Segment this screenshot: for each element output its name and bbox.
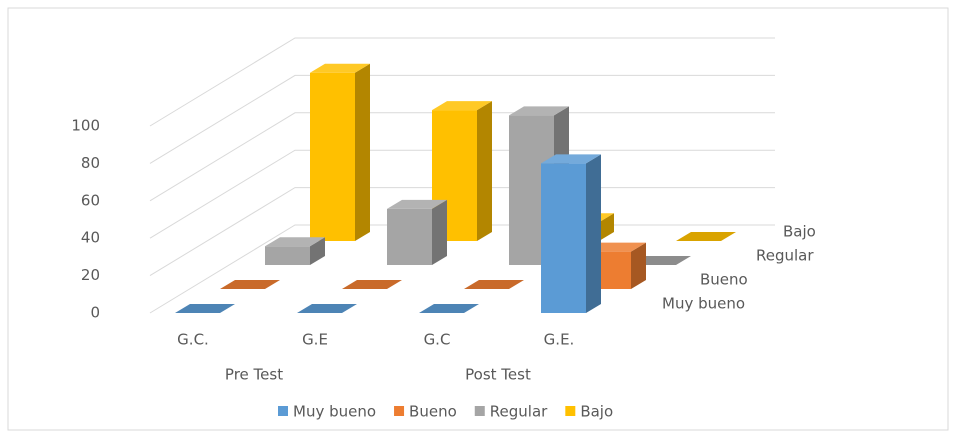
bar-front	[387, 208, 432, 265]
bar-top	[310, 63, 370, 73]
legend-swatch	[278, 406, 288, 416]
bar	[297, 304, 357, 313]
depth-label: Regular	[756, 247, 814, 265]
bar-top	[342, 280, 402, 289]
grid-line	[149, 74, 775, 164]
bar-top	[464, 280, 524, 289]
bar	[387, 199, 447, 265]
bar	[175, 304, 235, 313]
legend-swatch	[474, 406, 485, 416]
grid-line	[149, 187, 775, 277]
bar	[310, 63, 370, 242]
group-label: Pre Test	[225, 366, 283, 384]
bar	[265, 237, 325, 265]
bar-side	[310, 237, 325, 265]
bar-top	[175, 304, 235, 313]
depth-label: Bueno	[700, 271, 748, 289]
y-tick-label: 0	[90, 304, 100, 322]
bar-top	[387, 199, 447, 209]
bar	[676, 232, 736, 241]
x-tick-label: G.E	[302, 331, 328, 349]
legend-swatch	[394, 406, 405, 416]
legend-label: Regular	[490, 403, 548, 421]
bar-top	[509, 106, 569, 116]
y-tick-label: 100	[71, 117, 100, 135]
bar-side	[432, 199, 447, 265]
bar-front	[310, 72, 355, 241]
grid-line	[149, 37, 775, 127]
bar-top	[265, 237, 325, 247]
legend-label: Muy bueno	[293, 403, 376, 421]
y-tick-label: 60	[81, 191, 100, 209]
bar-top	[541, 154, 601, 164]
legend-label: Bueno	[409, 403, 457, 421]
bar-top	[676, 232, 736, 241]
depth-label: Muy bueno	[662, 295, 745, 313]
bar-top	[297, 304, 357, 313]
y-tick-label: 80	[81, 154, 100, 172]
grid-line	[149, 149, 775, 239]
bar	[419, 304, 479, 313]
bar-side	[355, 63, 370, 242]
bar-top	[432, 101, 492, 111]
bar	[220, 280, 280, 289]
bar	[464, 280, 524, 289]
bar-front	[541, 163, 586, 313]
x-tick-label: G.C.	[177, 331, 209, 349]
grid-line	[149, 112, 775, 202]
bar-side	[599, 213, 614, 241]
bar	[541, 154, 601, 313]
y-tick-label: 40	[81, 229, 100, 247]
grid-line	[149, 224, 775, 314]
bar-top	[220, 280, 280, 289]
group-label: Post Test	[465, 366, 531, 384]
legend-swatch	[565, 406, 576, 416]
x-tick-label: G.E.	[544, 331, 575, 349]
y-tick-label: 20	[81, 266, 100, 284]
bar-side	[477, 101, 492, 241]
legend-label: Bajo	[580, 403, 613, 421]
depth-label: Bajo	[783, 223, 816, 241]
bar-side	[631, 242, 646, 289]
bar	[342, 280, 402, 289]
bar-side	[586, 154, 601, 313]
bar-front	[265, 246, 310, 265]
bar-top	[419, 304, 479, 313]
x-tick-label: G.C	[424, 331, 451, 349]
